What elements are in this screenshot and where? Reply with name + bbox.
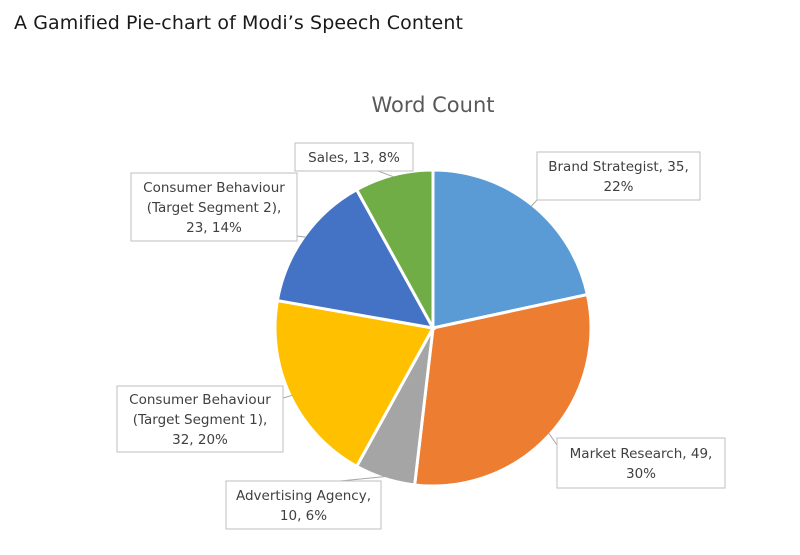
leader-line	[530, 199, 538, 207]
data-label-box	[294, 142, 414, 172]
chart-title: Word Count	[371, 93, 494, 117]
data-label-text: 30%	[626, 466, 656, 482]
data-label-box	[536, 151, 701, 201]
data-label: Brand Strategist, 35, 22%	[536, 151, 701, 201]
data-label-box	[556, 437, 726, 489]
leader-line	[377, 170, 395, 178]
leader-lines	[282, 170, 558, 482]
data-label-text: Brand Strategist, 35,	[548, 159, 688, 175]
data-label-text: 23, 14%	[186, 220, 242, 236]
data-label-text: Sales, 13, 8%	[308, 150, 400, 166]
data-label-text: 10, 6%	[280, 508, 327, 524]
leader-line	[339, 476, 386, 482]
pie-slice-consumer-behaviour-target-segment-2	[275, 187, 436, 331]
leader-line	[548, 432, 558, 446]
data-label-text: Advertising Agency,	[236, 488, 371, 504]
data-label: Sales, 13, 8%	[294, 142, 414, 172]
data-label-text: 22%	[603, 179, 633, 195]
data-label-box	[130, 172, 298, 242]
data-label: Consumer Behaviour (Target Segment 2), 23,…	[130, 172, 298, 242]
data-label: Advertising Agency, 10, 6%	[225, 480, 382, 530]
data-label-box	[116, 385, 284, 453]
data-label-text: Consumer Behaviour	[129, 392, 271, 408]
data-labels: Brand Strategist, 35, 22% Market Research,…	[116, 142, 726, 530]
data-label-text: Market Research, 49,	[570, 446, 713, 462]
leader-line	[296, 235, 307, 238]
data-label-text: (Target Segment 1),	[133, 412, 268, 428]
leader-line	[282, 394, 293, 399]
pie-slice-sales	[354, 168, 435, 329]
data-label: Consumer Behaviour (Target Segment 1), 32,…	[116, 385, 284, 453]
page-heading: A Gamified Pie-chart of Modi’s Speech Co…	[14, 12, 464, 34]
data-label-text: 32, 20%	[172, 432, 228, 448]
data-label-text: Consumer Behaviour	[143, 180, 285, 196]
data-label: Market Research, 49, 30%	[556, 437, 726, 489]
data-label-box	[225, 480, 382, 530]
data-label-text: (Target Segment 2),	[147, 200, 282, 216]
pie-slices	[273, 168, 593, 488]
